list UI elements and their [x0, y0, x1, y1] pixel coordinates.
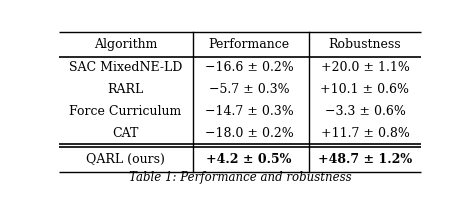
Text: Performance: Performance: [208, 38, 290, 51]
Text: Robustness: Robustness: [329, 38, 401, 51]
Text: −18.0 ± 0.2%: −18.0 ± 0.2%: [205, 127, 293, 140]
Text: −14.7 ± 0.3%: −14.7 ± 0.3%: [205, 105, 293, 118]
Text: QARL (ours): QARL (ours): [86, 153, 165, 166]
Text: −16.6 ± 0.2%: −16.6 ± 0.2%: [205, 61, 293, 74]
Text: Force Curriculum: Force Curriculum: [69, 105, 182, 118]
Text: +48.7 ± 1.2%: +48.7 ± 1.2%: [318, 153, 412, 166]
Text: +20.0 ± 1.1%: +20.0 ± 1.1%: [321, 61, 410, 74]
Text: CAT: CAT: [112, 127, 139, 140]
Text: −3.3 ± 0.6%: −3.3 ± 0.6%: [324, 105, 405, 118]
Text: +10.1 ± 0.6%: +10.1 ± 0.6%: [321, 83, 410, 96]
Text: −5.7 ± 0.3%: −5.7 ± 0.3%: [209, 83, 289, 96]
Text: +11.7 ± 0.8%: +11.7 ± 0.8%: [321, 127, 410, 140]
Text: SAC MixedNE-LD: SAC MixedNE-LD: [69, 61, 183, 74]
Text: Table 1: Performance and robustness: Table 1: Performance and robustness: [129, 171, 351, 184]
Text: RARL: RARL: [108, 83, 144, 96]
Text: Algorithm: Algorithm: [94, 38, 157, 51]
Text: +4.2 ± 0.5%: +4.2 ± 0.5%: [206, 153, 292, 166]
